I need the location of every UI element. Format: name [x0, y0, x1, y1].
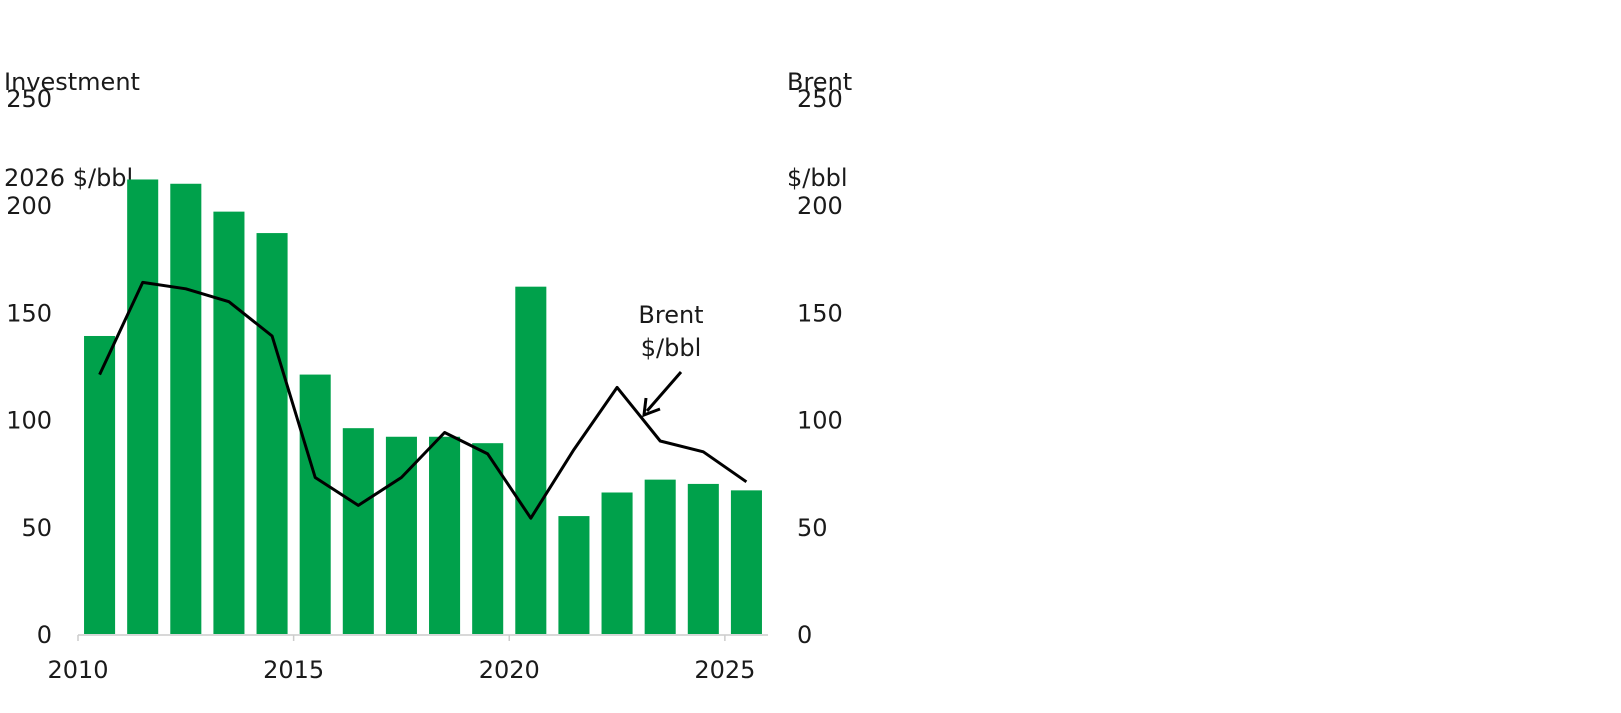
- right-axis-title: Brent $/bbl: [787, 2, 852, 226]
- left-y-tick-label-100: 100: [6, 407, 52, 435]
- left-y-tick-label-250: 250: [6, 85, 52, 113]
- investment-bar-2010: [84, 335, 116, 634]
- investment-bar-2016: [342, 428, 374, 634]
- annotation-label-line2: $/bbl: [641, 334, 702, 362]
- left-y-tick-label-0: 0: [37, 621, 52, 649]
- right-y-tick-label-50: 50: [797, 514, 828, 542]
- investment-bar-2024: [687, 483, 719, 634]
- brent-line: [98, 280, 748, 520]
- right-axis-title-line1: Brent: [787, 68, 853, 96]
- left-y-tick-label-150: 150: [6, 299, 52, 327]
- investment-bar-2023: [644, 479, 676, 634]
- investment-bar-2025: [730, 490, 762, 634]
- left-y-tick-label-200: 200: [6, 192, 52, 220]
- investment-bar-2017: [385, 436, 417, 634]
- annotation-arrow-line: [645, 371, 683, 412]
- x-tick-label-2020: 2020: [479, 656, 540, 684]
- x-axis-ticks: 2010 2015 2020 2025: [47, 635, 755, 684]
- investment-bar-2018: [429, 436, 461, 634]
- brent-annotation: Brent $/bbl: [638, 301, 704, 418]
- x-tick-label-2015: 2015: [263, 656, 324, 684]
- right-y-tick-label-200: 200: [797, 192, 843, 220]
- investment-bar-2014: [256, 233, 288, 634]
- x-tick-label-2010: 2010: [47, 656, 108, 684]
- left-axis-title-line2: 2026 $/bbl: [4, 164, 134, 192]
- annotation-label-line1: Brent: [638, 301, 703, 329]
- left-axis-title-line1: Investment: [4, 68, 140, 96]
- right-axis-title-line2: $/bbl: [787, 164, 848, 192]
- annotation-arrow-head: [642, 397, 661, 418]
- left-y-tick-labels: 0 50 100 150 200 250: [6, 85, 52, 649]
- investment-bar-2013: [213, 211, 245, 634]
- investment-bar-2015: [299, 374, 331, 634]
- investment-bar-2020: [515, 286, 547, 634]
- right-y-tick-label-150: 150: [797, 299, 843, 327]
- right-y-tick-labels: 0 50 100 150 200 250: [797, 85, 843, 649]
- investment-bar-2012: [170, 183, 202, 634]
- investment-bar-2021: [558, 516, 590, 634]
- right-y-tick-label-100: 100: [797, 407, 843, 435]
- investment-bar-2019: [472, 443, 504, 634]
- left-y-tick-label-50: 50: [21, 514, 52, 542]
- bars-layer: [84, 179, 762, 635]
- investment-bar-2011: [127, 179, 159, 635]
- right-y-tick-label-250: 250: [797, 85, 843, 113]
- left-axis-title: Investment 2026 $/bbl: [4, 2, 140, 226]
- right-y-tick-label-0: 0: [797, 621, 812, 649]
- investment-bar-2022: [601, 492, 633, 634]
- x-tick-label-2025: 2025: [694, 656, 755, 684]
